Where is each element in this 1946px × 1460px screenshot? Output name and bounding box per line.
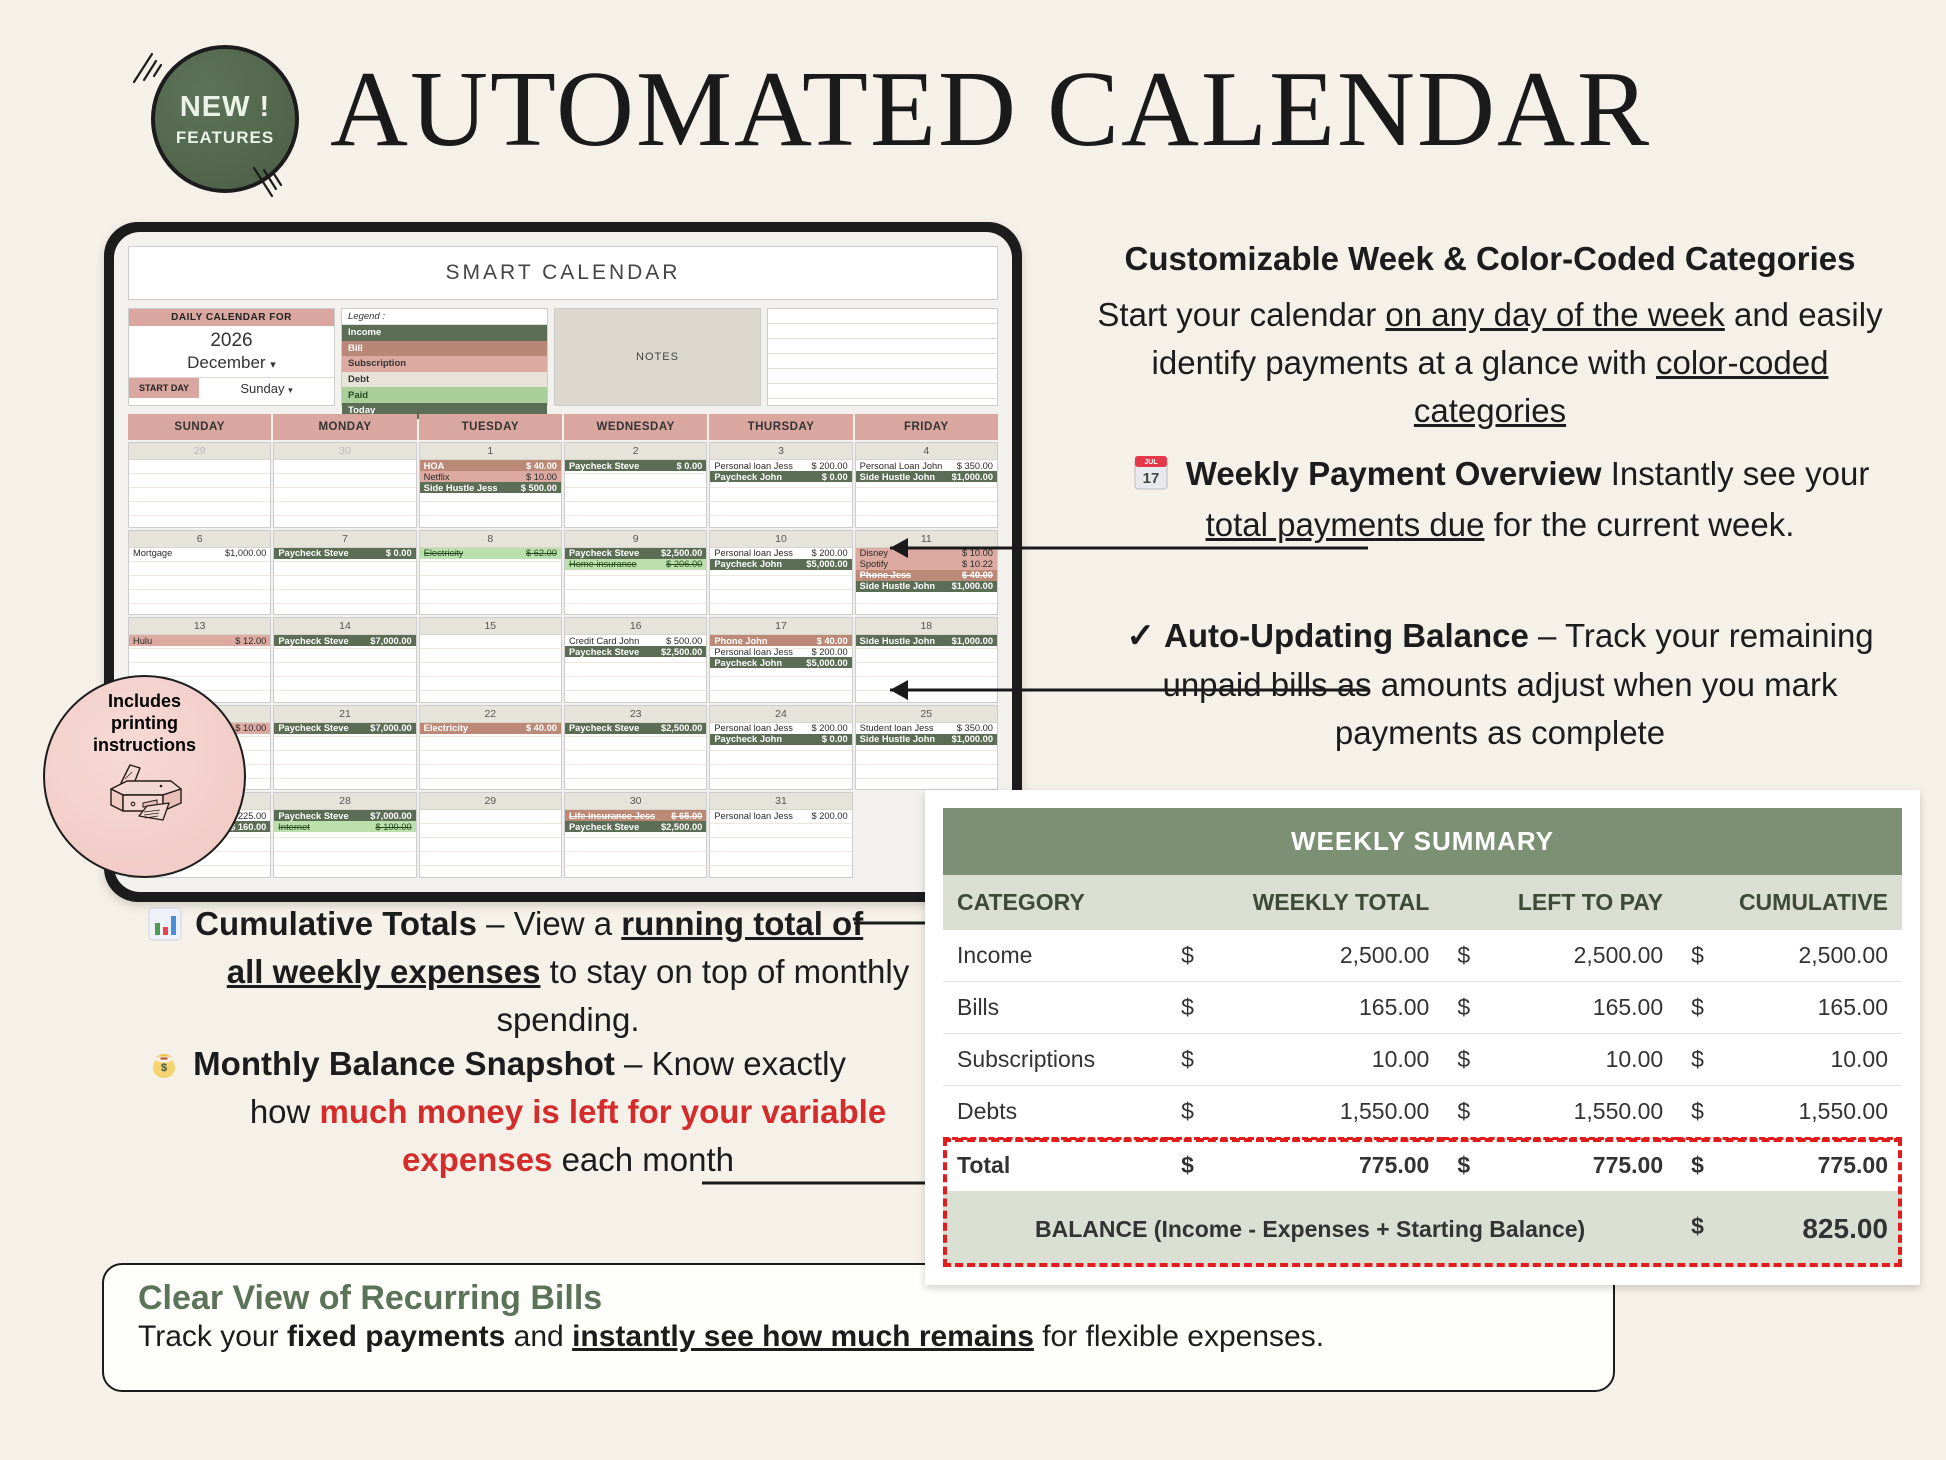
svg-text:$: $: [161, 1062, 167, 1074]
svg-text:JUL: JUL: [1144, 459, 1158, 466]
svg-text:17: 17: [1142, 470, 1159, 487]
